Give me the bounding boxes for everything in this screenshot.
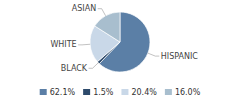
- leader-line: [98, 9, 106, 16]
- legend-swatch: [83, 89, 90, 95]
- legend-swatch: [121, 89, 128, 95]
- legend-label: 16.0%: [175, 88, 201, 97]
- slice-label: BLACK: [61, 64, 88, 73]
- slice-label: ASIAN: [72, 4, 96, 13]
- pie-slice: [95, 12, 120, 42]
- leader-line: [78, 44, 90, 46]
- legend-label: 62.1%: [50, 88, 76, 97]
- legend-swatch: [165, 89, 172, 95]
- legend-label: 1.5%: [93, 88, 114, 97]
- slice-labels: HISPANIC BLACK WHITE ASIAN: [50, 4, 198, 73]
- legend-label: 20.4%: [131, 88, 157, 97]
- slice-label: WHITE: [50, 40, 76, 49]
- chart: HISPANIC BLACK WHITE ASIAN 62.1% 1.5% 20.4% 16.…: [0, 0, 240, 100]
- leader-line: [89, 63, 99, 69]
- slice-label: HISPANIC: [161, 52, 199, 61]
- legend: 62.1% 1.5% 20.4% 16.0%: [40, 88, 201, 97]
- leader-line: [148, 53, 159, 56]
- legend-swatch: [40, 89, 47, 95]
- slices: [90, 12, 150, 72]
